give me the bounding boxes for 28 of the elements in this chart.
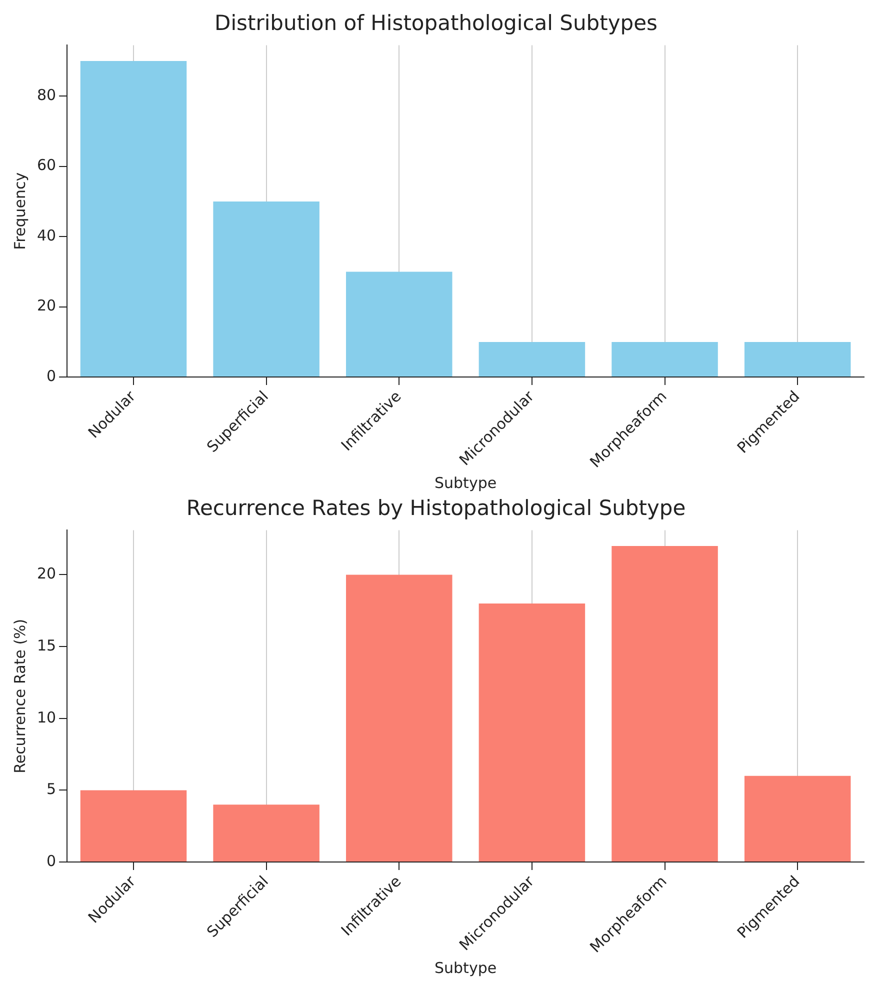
y-tick-label: 10 [36,708,56,726]
y-tick-label: 0 [46,852,56,870]
bar [612,546,718,862]
y-tick-label: 60 [36,156,56,174]
y-tick-label: 5 [46,780,56,798]
bar [612,342,718,377]
bar [744,342,851,377]
bar [478,603,586,862]
bar [80,61,187,377]
bar [478,342,586,377]
chart-title: Recurrence Rates by Histopathological Subtype [186,496,686,520]
bar [346,272,452,377]
y-tick-label: 0 [46,366,56,385]
x-axis-title: Subtype [434,474,497,492]
y-tick-label: 80 [36,86,56,104]
bar [744,776,851,862]
bar [213,804,320,862]
bar [346,574,452,862]
bar [80,790,187,862]
y-tick-label: 15 [36,636,56,654]
y-axis-title: Frequency [10,172,29,250]
bar [213,201,320,377]
y-axis-title: Recurrence Rate (%) [10,618,29,774]
x-axis-title: Subtype [434,958,497,977]
chart-title: Distribution of Histopathological Subtypes [214,11,658,36]
y-tick-label: 40 [36,226,56,244]
y-tick-label: 20 [36,564,56,583]
y-tick-label: 20 [36,296,56,315]
